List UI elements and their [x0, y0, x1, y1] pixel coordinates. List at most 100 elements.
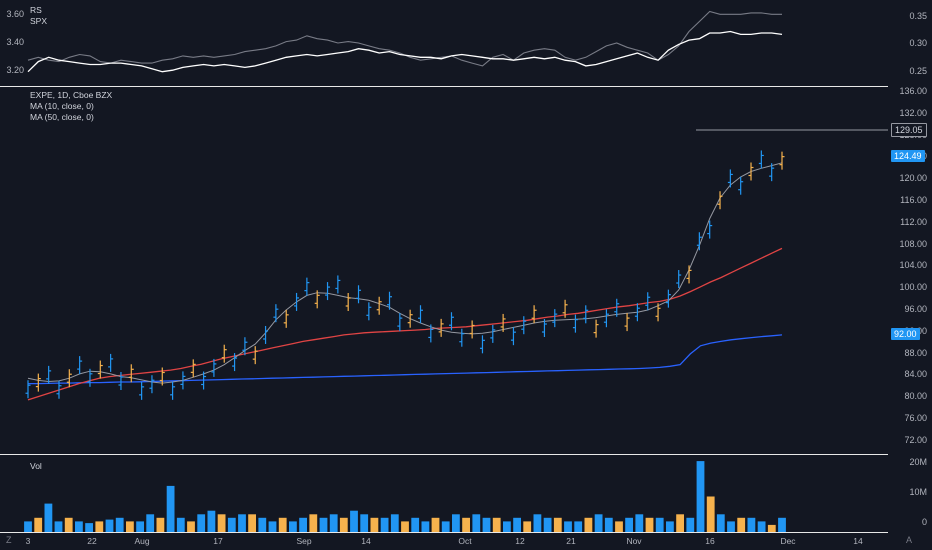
- time-label: 12: [515, 536, 525, 546]
- volume-bar: [727, 521, 735, 532]
- volume-bar: [553, 517, 562, 532]
- volume-bar: [115, 517, 124, 532]
- volume-bar: [747, 517, 756, 532]
- price-tick: 120.00: [899, 173, 927, 184]
- rs-right-tick: 0.30: [909, 38, 927, 48]
- volume-bar: [655, 517, 664, 532]
- price-legend: EXPE, 1D, Cboe BZX MA (10, close, 0) MA …: [30, 90, 112, 123]
- volume-bar: [645, 517, 654, 532]
- price-legend-ma10[interactable]: MA (10, close, 0): [30, 101, 94, 111]
- price-tick: 136.00: [899, 86, 927, 96]
- volume-bar: [360, 514, 369, 532]
- volume-bar: [339, 517, 348, 532]
- price-legend-ma50[interactable]: MA (50, close, 0): [30, 112, 94, 122]
- high-tag: 129.05: [891, 123, 927, 137]
- volume-bar: [24, 521, 32, 532]
- volume-bar: [462, 517, 470, 532]
- volume-tick: 20M: [909, 457, 927, 467]
- volume-bar: [350, 510, 358, 532]
- volume-bar: [615, 521, 623, 532]
- price-tick: 96.00: [904, 304, 927, 314]
- volume-bar: [737, 517, 746, 532]
- price-tick: 104.00: [899, 260, 927, 271]
- volume-bar: [380, 517, 389, 532]
- ma50-line: [27, 247, 783, 401]
- z-icon[interactable]: Z: [6, 535, 12, 545]
- volume-bar: [482, 517, 491, 532]
- volume-bar: [105, 519, 114, 532]
- price-legend-symbol[interactable]: EXPE, 1D, Cboe BZX: [30, 90, 113, 100]
- price-tick: 108.00: [899, 238, 927, 249]
- time-axis[interactable]: 3 22 Aug 17 Sep 14 Oct 12 21 Nov 16 Dec 14: [0, 532, 888, 550]
- volume-legend: Vol: [30, 461, 42, 471]
- time-label: 16: [705, 536, 715, 546]
- volume-bar: [584, 517, 593, 532]
- time-label: Sep: [296, 536, 312, 546]
- price-tick: 80.00: [904, 391, 927, 402]
- rs-left-tick: 3.60: [6, 9, 24, 19]
- volume-bar: [197, 514, 206, 532]
- volume-bar: [778, 517, 786, 532]
- volume-bar: [706, 496, 715, 532]
- time-label: 14: [853, 536, 863, 546]
- volume-bar: [227, 517, 236, 532]
- price-tick: 88.00: [904, 347, 927, 358]
- rs-right-tick: 0.35: [909, 11, 927, 21]
- ma50-tag: 92.00: [891, 328, 920, 340]
- volume-bar: [95, 521, 104, 532]
- volume-bar: [319, 517, 328, 532]
- volume-bar: [666, 521, 674, 532]
- volume-bar: [513, 517, 521, 532]
- volume-scale: 20M 10M 0: [888, 454, 932, 532]
- volume-bar: [625, 517, 633, 532]
- price-pane: [0, 86, 888, 455]
- volume-bar: [54, 521, 63, 532]
- price-tick: 72.00: [904, 434, 927, 445]
- volume-bar: [329, 514, 338, 532]
- time-label: 21: [566, 536, 576, 546]
- volume-bar: [217, 514, 226, 532]
- time-label: 3: [25, 536, 31, 546]
- volume-bar: [604, 517, 613, 532]
- rs-line: [27, 30, 783, 73]
- price-tick: 112.00: [900, 216, 927, 227]
- volume-bar: [238, 514, 246, 532]
- volume-bar: [676, 514, 684, 532]
- volume-bar: [716, 514, 725, 532]
- price-tick: 100.00: [899, 282, 927, 293]
- volume-bar: [207, 510, 216, 532]
- rs-left-tick: 3.20: [6, 65, 24, 75]
- volume-pane: [0, 454, 888, 533]
- rs-right-scale: 0.35 0.30 0.25: [888, 0, 932, 86]
- volume-bar: [34, 517, 43, 532]
- volume-bar: [166, 485, 175, 532]
- last-price-tag: 124.49: [891, 150, 925, 162]
- volume-bar: [686, 517, 695, 532]
- volume-bar: [452, 514, 460, 532]
- volume-bar: [146, 514, 155, 532]
- rs-legend-rs: RS: [30, 5, 42, 15]
- rs-pane: [0, 0, 888, 87]
- time-label: Aug: [134, 536, 150, 546]
- volume-bar: [503, 521, 511, 532]
- spx-line: [27, 10, 782, 67]
- volume-bar: [248, 514, 256, 532]
- volume-bar: [767, 524, 776, 532]
- volume-bar: [85, 523, 93, 532]
- price-tick: 84.00: [904, 369, 927, 380]
- volume-bar: [533, 514, 542, 532]
- volume-bar: [258, 517, 267, 532]
- volume-bar: [696, 461, 705, 532]
- rs-right-tick: 0.25: [909, 66, 927, 76]
- price-tick: 132.00: [899, 107, 927, 118]
- volume-bar: [564, 521, 572, 532]
- auto-scale-icon[interactable]: A: [906, 535, 913, 545]
- price-tick: 116.00: [900, 195, 927, 205]
- volume-bar: [268, 521, 277, 532]
- volume-bar: [390, 514, 399, 532]
- rs-left-scale: 3.60 3.40 3.20: [0, 0, 24, 86]
- volume-bar: [187, 521, 195, 532]
- volume-tick: 0: [921, 517, 927, 527]
- volume-bar: [370, 517, 379, 532]
